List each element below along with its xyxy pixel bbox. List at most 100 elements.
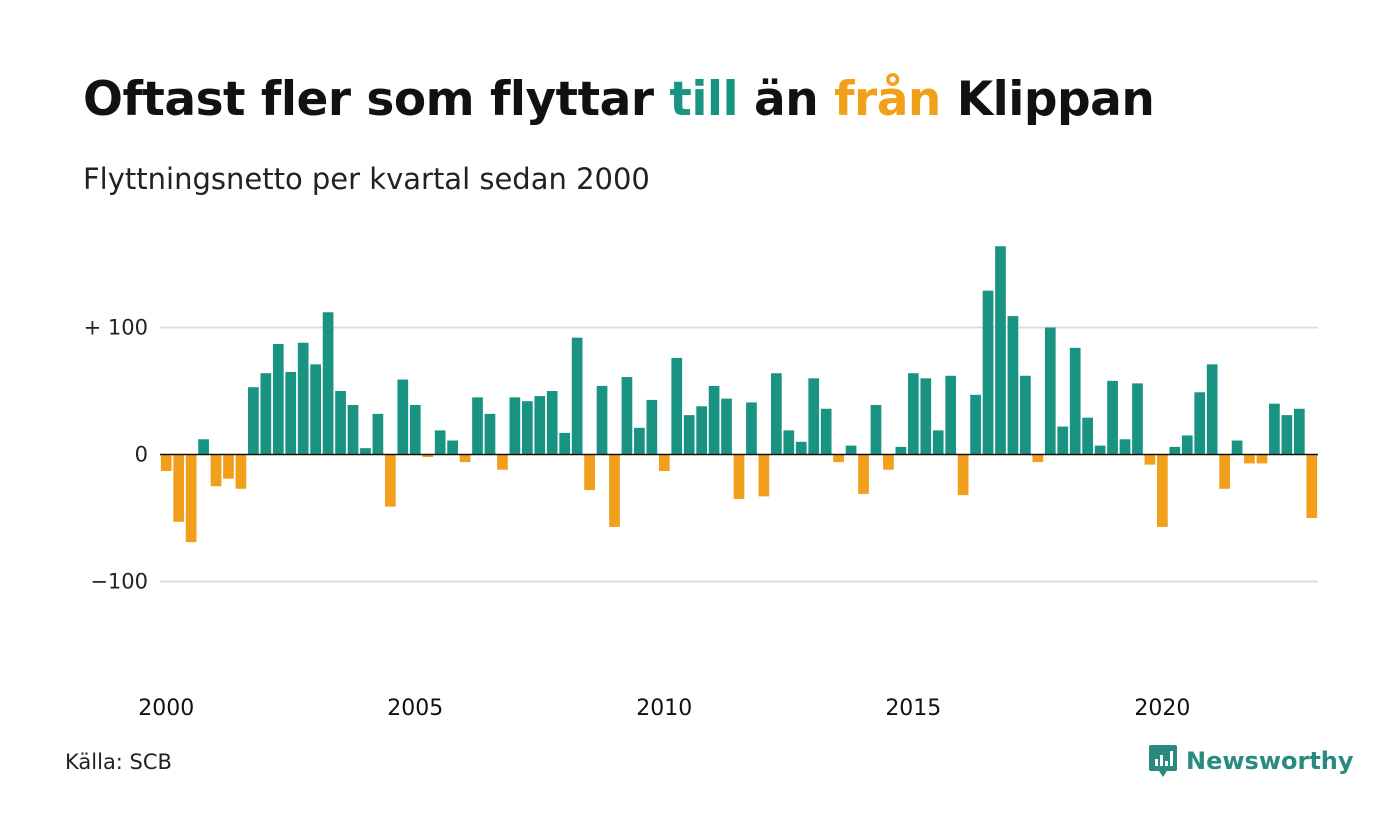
bar: [459, 454, 471, 463]
bar: [833, 454, 844, 463]
bar: [1269, 403, 1280, 455]
bar: [995, 246, 1006, 455]
bar: [634, 427, 645, 455]
chart-title: Oftast fler som flyttar till än från Kli…: [83, 72, 1155, 127]
bar: [335, 391, 346, 455]
x-tick-label: 2020: [1134, 696, 1190, 721]
bar: [820, 408, 832, 455]
bar: [721, 398, 732, 455]
bar: [509, 397, 521, 455]
chart-title-part: Oftast fler som flyttar: [83, 72, 670, 127]
bar: [571, 337, 583, 455]
x-tick-label: 2015: [885, 696, 941, 721]
bar: [783, 430, 795, 455]
bar: [1306, 454, 1318, 518]
bar: [497, 454, 508, 470]
bar: [1281, 415, 1293, 455]
bar: [957, 454, 969, 496]
bar: [1044, 327, 1056, 455]
x-tick-label: 2005: [387, 696, 443, 721]
bar: [1032, 454, 1044, 463]
bar: [160, 454, 172, 472]
bar: [895, 446, 907, 455]
bar: [1007, 316, 1019, 455]
bar: [185, 454, 197, 543]
bar: [198, 439, 209, 455]
bar: [932, 430, 944, 455]
bar: [920, 378, 932, 455]
bar: [223, 454, 234, 479]
bar: [870, 404, 882, 455]
bar: [260, 373, 272, 455]
bar: [447, 440, 458, 455]
bar: [646, 399, 658, 455]
bar: [1020, 375, 1031, 455]
bar: [409, 404, 421, 455]
chart-title-part: än: [738, 72, 835, 127]
brand-logo[interactable]: Newsworthy: [1148, 744, 1354, 778]
bar: [322, 312, 334, 455]
bar: [434, 430, 446, 455]
bar: [310, 364, 321, 455]
bar: [372, 413, 384, 455]
bar: [1206, 364, 1218, 455]
bar: [297, 342, 309, 455]
y-tick-label: 0: [135, 443, 148, 467]
bar: [360, 448, 371, 455]
bar: [795, 441, 807, 455]
bar: [771, 373, 782, 455]
bar: [347, 404, 359, 455]
bar: [883, 454, 894, 470]
bar: [422, 454, 434, 458]
bar: [1256, 454, 1268, 464]
bar: [559, 432, 571, 455]
bar: [173, 454, 185, 522]
bar: [1119, 439, 1131, 455]
bar: [1231, 440, 1243, 455]
bar: [385, 454, 396, 507]
x-tick-label: 2010: [636, 696, 692, 721]
bar: [1082, 417, 1093, 455]
bar: [733, 454, 745, 499]
bar: [1169, 446, 1181, 455]
bar: [970, 394, 981, 455]
bar: [397, 379, 409, 455]
bar: [1293, 408, 1305, 455]
bar: [521, 401, 533, 455]
bar: [621, 377, 633, 455]
bar: [658, 454, 670, 472]
gridlines: [160, 326, 1318, 583]
bars: [160, 246, 1318, 543]
bar: [285, 371, 297, 455]
chart-title-part: Klippan: [940, 72, 1155, 127]
bar: [1244, 454, 1255, 464]
bar: [596, 385, 608, 455]
bar: [248, 387, 259, 455]
bar: [609, 454, 620, 527]
y-tick-label: + 100: [84, 316, 148, 340]
bar: [1132, 383, 1143, 455]
bar: [1107, 380, 1118, 455]
chart-subtitle: Flyttningsnetto per kvartal sedan 2000: [83, 162, 650, 196]
bar: [235, 454, 247, 489]
bar: [1181, 435, 1193, 455]
bar: [696, 406, 707, 455]
brand-name: Newsworthy: [1186, 747, 1354, 775]
bar-chart: + 100 0 −100 2000 2005 2010 2015 2020: [84, 246, 1318, 721]
bar: [1094, 445, 1106, 455]
newsworthy-logo-icon: [1149, 745, 1177, 777]
bar: [683, 415, 695, 455]
bar: [746, 402, 757, 455]
bar: [845, 445, 857, 455]
bar: [758, 454, 770, 497]
x-tick-label: 2000: [138, 696, 194, 721]
bar: [272, 344, 284, 455]
bar: [1057, 426, 1069, 455]
bar: [1144, 454, 1156, 465]
bar: [472, 397, 483, 455]
bar: [484, 413, 496, 455]
bar: [1194, 392, 1206, 455]
source-note: Källa: SCB: [65, 750, 172, 774]
bar: [945, 375, 957, 455]
y-axis-ticks: + 100 0 −100: [84, 316, 148, 594]
